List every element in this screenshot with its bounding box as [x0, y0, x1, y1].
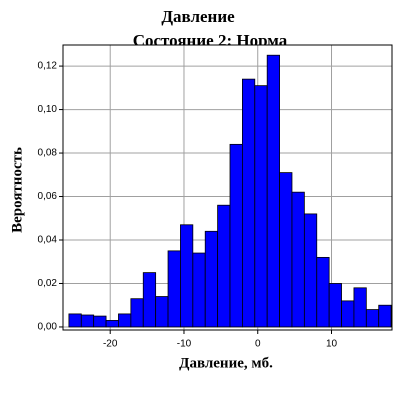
y-tick-label: 0,06 — [38, 191, 58, 202]
bar — [341, 300, 355, 328]
bar — [93, 315, 107, 328]
bar — [266, 54, 280, 328]
bar — [80, 314, 95, 328]
bar — [217, 204, 231, 328]
y-tick-label: 0,02 — [38, 278, 58, 289]
y-tick-label: 0,00 — [38, 322, 58, 333]
x-tick-label: -20 — [103, 339, 118, 350]
x-axis-label: Давление, мб. — [179, 355, 273, 371]
x-tick-label: 10 — [326, 339, 338, 350]
y-tick-label: 0,04 — [38, 235, 58, 246]
bar — [316, 256, 330, 328]
x-tick-label: -10 — [177, 339, 192, 350]
plot-frame — [62, 44, 393, 331]
y-tick-label: 0,12 — [38, 61, 58, 72]
bar — [142, 272, 157, 328]
x-tick-label: 0 — [255, 339, 261, 350]
bar — [130, 298, 144, 328]
bar — [365, 309, 380, 328]
bar — [118, 313, 132, 328]
bar — [291, 191, 305, 328]
bar — [254, 85, 268, 328]
y-axis-label: Вероятность — [9, 147, 25, 233]
bar — [303, 213, 318, 328]
y-tick-label: 0,10 — [38, 104, 58, 115]
bar — [155, 296, 169, 328]
bar — [279, 172, 293, 328]
bar — [192, 252, 206, 328]
chart-title: Давление — [161, 7, 235, 26]
bar — [229, 143, 243, 328]
bar — [167, 250, 181, 328]
bar — [204, 230, 219, 328]
bar — [328, 283, 342, 328]
bar — [353, 287, 367, 328]
bar — [105, 320, 119, 328]
bar — [180, 224, 194, 328]
bar — [242, 78, 256, 328]
bar — [378, 304, 392, 328]
y-tick-label: 0,08 — [38, 148, 58, 159]
bar — [68, 313, 82, 328]
